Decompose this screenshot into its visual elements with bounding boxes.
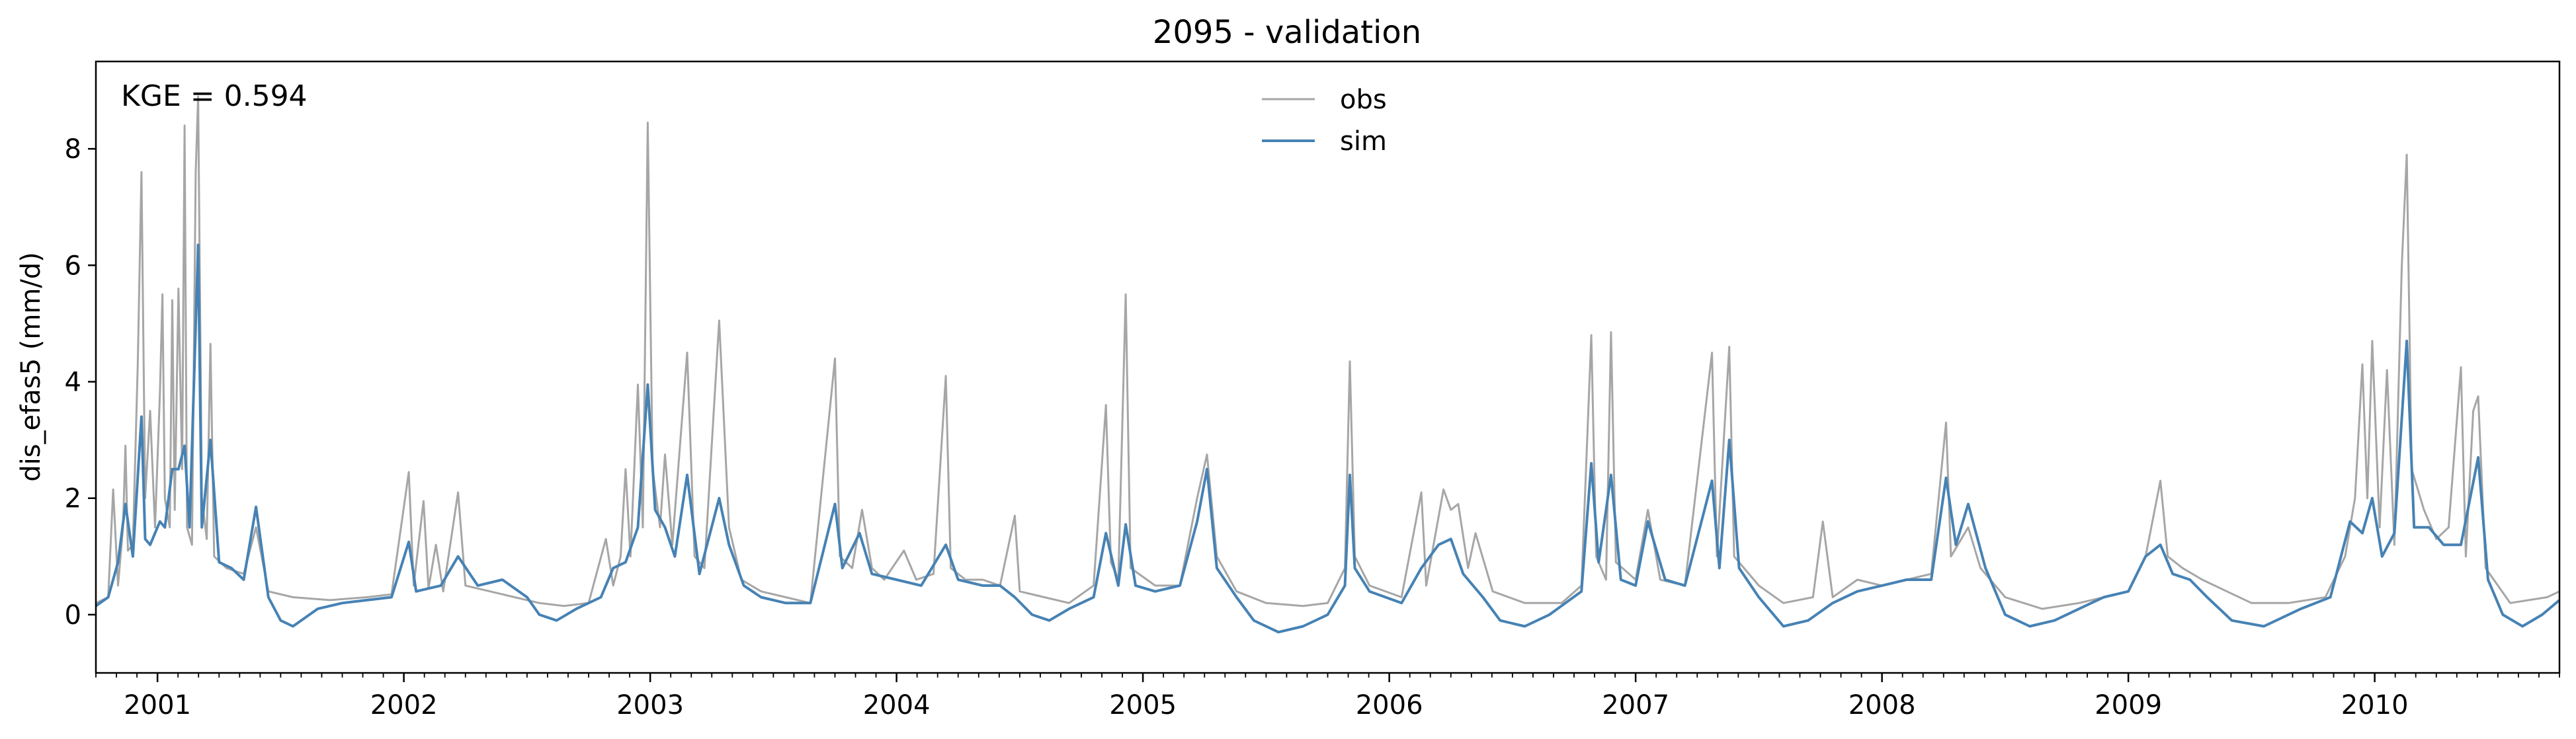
chart-title: 2095 - validation bbox=[1153, 14, 1421, 51]
y-tick-label: 6 bbox=[65, 251, 81, 281]
plot-area bbox=[95, 60, 2561, 674]
x-tick-label: 2001 bbox=[124, 690, 191, 720]
x-tick-label: 2002 bbox=[370, 690, 438, 720]
kge-annotation: KGE = 0.594 bbox=[121, 79, 308, 113]
x-tick-label: 2004 bbox=[863, 690, 931, 720]
y-axis: 0 2 4 6 8 bbox=[65, 134, 96, 631]
series-layer bbox=[95, 95, 2561, 634]
y-tick-label: 0 bbox=[65, 600, 81, 631]
x-tick-label: 2010 bbox=[2341, 690, 2409, 720]
x-tick-label: 2003 bbox=[616, 690, 684, 720]
y-tick-label: 4 bbox=[65, 368, 81, 398]
x-tick-label: 2005 bbox=[1109, 690, 1177, 720]
x-tick-label: 2009 bbox=[2095, 690, 2162, 720]
series-line-sim bbox=[95, 243, 2561, 634]
x-tick-label: 2006 bbox=[1356, 690, 1423, 720]
x-tick-label: 2007 bbox=[1602, 690, 1669, 720]
plot-background bbox=[96, 61, 2559, 673]
legend-label-obs: obs bbox=[1340, 85, 1387, 115]
y-tick-label: 2 bbox=[65, 484, 81, 514]
y-tick-label: 8 bbox=[65, 134, 81, 165]
legend: obs sim bbox=[1262, 85, 1387, 157]
x-axis: 2001 2002 2003 2004 2005 2006 2007 2008 2009 2010 bbox=[95, 673, 2560, 720]
y-axis-label: dis_efas5 (mm/d) bbox=[16, 252, 46, 482]
x-tick-label: 2008 bbox=[1849, 690, 1916, 720]
legend-label-sim: sim bbox=[1340, 126, 1387, 157]
